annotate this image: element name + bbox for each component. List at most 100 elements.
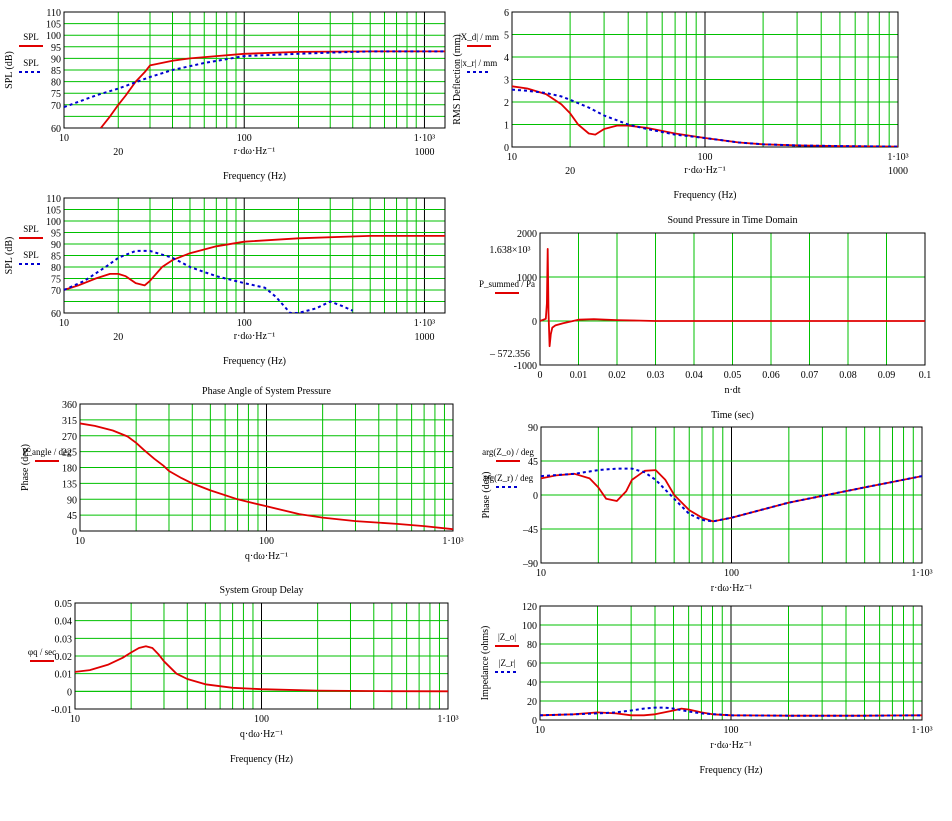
x-tick-label: 0.07 (801, 370, 819, 381)
x-tick-label: 0.05 (724, 370, 742, 381)
y-tick-label: 70 (51, 286, 61, 297)
series-line-1 (541, 467, 922, 523)
chart-title: System Group Delay (220, 585, 304, 596)
legend-label: SPL (23, 32, 39, 42)
x-tick-label: 10 (507, 152, 517, 163)
x-tick-label-secondary: 20 (113, 332, 123, 343)
plot-frame (539, 605, 923, 721)
x-tick-label: 1·10³ (414, 318, 435, 329)
y-tick-label: 75 (51, 89, 61, 100)
legend-label: |Z_r| (499, 658, 516, 668)
x-tick-label: 10 (59, 133, 69, 144)
y-tick-label: 0 (504, 143, 509, 154)
y-tick-label: 0 (533, 491, 538, 502)
legend-label: P_angle / deg (23, 447, 72, 457)
y-tick-label: 4 (504, 53, 509, 64)
plot-frame (74, 602, 449, 710)
x-variable-label: n·dt (724, 385, 740, 396)
x-tick-label: 100 (254, 714, 269, 725)
y-tick-label: 5 (504, 31, 509, 42)
y-tick-label: -1000 (514, 361, 537, 372)
series-line-0 (540, 247, 925, 348)
x-tick-label-secondary: 1000 (414, 147, 434, 158)
y-tick-label: 90 (528, 423, 538, 434)
legend-label: |Z_o| (498, 632, 516, 642)
chart-delay: -0.01 0 0.01 0.02 0.03 0.04 0.05 10 100 1·10³ q·dω… (28, 585, 459, 765)
y-tick-label: 75 (51, 275, 61, 286)
y-tick-label: 95 (51, 43, 61, 54)
x-axis-label: Frequency (Hz) (673, 190, 736, 201)
y-axis-label: Phase (deg) (20, 444, 31, 491)
chart-imped: 0 20 40 60 80 100 120 10 100 1·10³ r·dω·Hz⁻¹ Freque… (480, 602, 933, 776)
x-tick-label: 0.01 (570, 370, 588, 381)
chart-defl: 0 1 2 3 4 5 6 10 100 1·10³ 20 1000 r·dω·Hz⁻¹ Frequenc… (452, 8, 909, 201)
x-variable-label: r·dω·Hz⁻¹ (234, 331, 276, 342)
legend-label: arg(Z_o) / deg (482, 447, 534, 457)
y-tick-label: 0.01 (55, 670, 73, 681)
x-variable-label: r·dω·Hz⁻¹ (710, 740, 752, 751)
plot-frame (79, 403, 454, 532)
y-tick-label: 45 (67, 511, 77, 522)
y-tick-label: 105 (46, 206, 61, 217)
y-tick-label: 110 (46, 194, 61, 205)
x-tick-label: 0.03 (647, 370, 665, 381)
y-axis-label: Phase (deg) (481, 472, 492, 519)
legend-label: arg(Z_r) / deg (483, 473, 534, 483)
x-tick-label: 0.06 (762, 370, 780, 381)
x-tick-label: 0.08 (839, 370, 857, 381)
y-tick-label: 60 (51, 124, 61, 135)
y-tick-label: 0 (532, 317, 537, 328)
x-variable-label: r·dω·Hz⁻¹ (684, 165, 726, 176)
y-tick-label: 80 (51, 263, 61, 274)
x-tick-label: 100 (259, 536, 274, 547)
y-tick-label: 95 (51, 229, 61, 240)
x-tick-label: 0.02 (608, 370, 626, 381)
legend-label: SPL (23, 58, 39, 68)
y-tick-label: 315 (62, 416, 77, 427)
chart-title: Phase Angle of System Pressure (202, 386, 331, 397)
x-tick-label: 10 (70, 714, 80, 725)
y-tick-label: 45 (528, 457, 538, 468)
y-tick-label: 225 (62, 448, 77, 459)
series-line-0 (80, 422, 453, 531)
chart-phase: 0 45 90 135 180 225 270 315 360 10 100 1·10³ q·dω·Hz… (20, 386, 464, 562)
y-tick-label: 3 (504, 76, 509, 87)
y-axis-label: SPL (dB) (4, 51, 15, 89)
series-line-1 (512, 88, 898, 147)
x-tick-label: 0.1 (919, 370, 932, 381)
y-tick-label: 110 (46, 8, 61, 19)
y-tick-label: 20 (527, 697, 537, 708)
x-variable-label: r·dω·Hz⁻¹ (711, 583, 753, 594)
y-tick-label: 90 (51, 240, 61, 251)
y-tick-label: 90 (51, 54, 61, 65)
x-tick-label-secondary: 1000 (888, 166, 908, 177)
x-variable-label: q·dω·Hz⁻¹ (245, 551, 288, 562)
x-variable-label: r·dω·Hz⁻¹ (234, 146, 276, 157)
y-tick-label: 1000 (517, 273, 537, 284)
legend-label: P_summed / Pa (479, 279, 535, 289)
y-tick-label: 85 (51, 66, 61, 77)
series-line-0 (64, 234, 445, 291)
x-tick-label: 100 (698, 152, 713, 163)
y-tick-label: 6 (504, 8, 509, 19)
y-tick-label: 60 (51, 309, 61, 320)
y-tick-label: 135 (62, 479, 77, 490)
y-tick-label: 360 (62, 400, 77, 411)
x-tick-label: 100 (724, 725, 739, 736)
x-tick-label-secondary: 1000 (414, 332, 434, 343)
y-tick-label: 100 (46, 217, 61, 228)
y-tick-label: 1 (504, 121, 509, 132)
x-axis-label: Time (sec) (711, 410, 754, 421)
y-tick-label: -0.01 (51, 705, 72, 716)
y-tick-label: 60 (527, 659, 537, 670)
y-tick-label: 90 (67, 495, 77, 506)
y-tick-label: –90 (522, 559, 538, 570)
plot-frame (63, 197, 446, 314)
series-line-1 (540, 706, 922, 717)
x-tick-label: 10 (59, 318, 69, 329)
legend-label: φq / sec (28, 647, 56, 657)
